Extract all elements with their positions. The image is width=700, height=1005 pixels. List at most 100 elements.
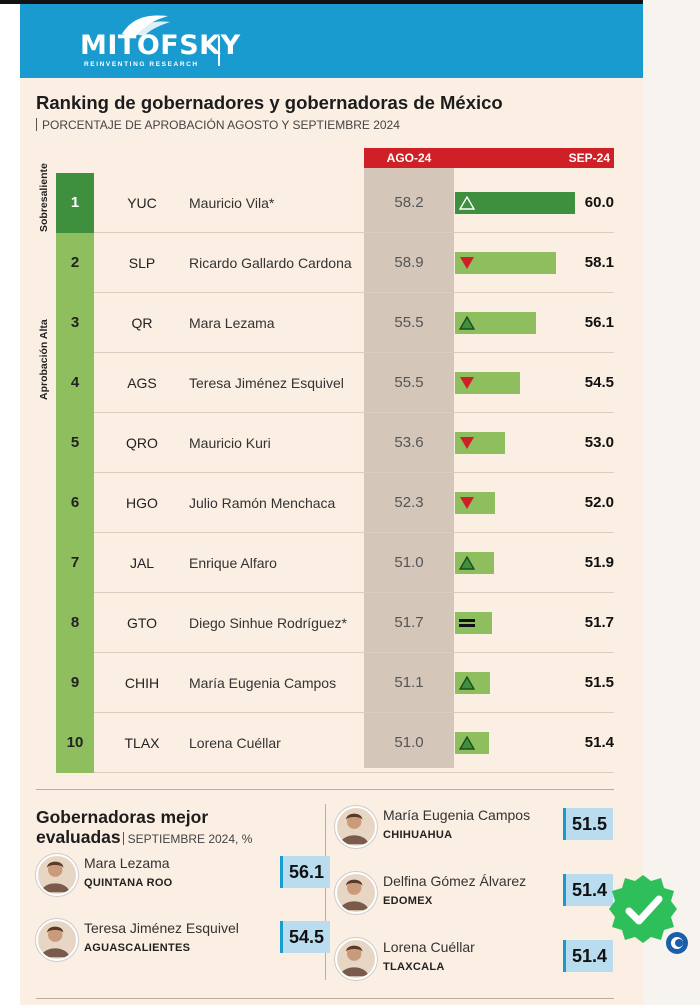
sep-value: 51.7	[584, 614, 614, 631]
ago-column-background	[364, 168, 454, 768]
table-row: 9 CHIH María Eugenia Campos 51.1 51.5	[20, 653, 643, 713]
row-divider	[94, 772, 614, 773]
trend-down-icon	[460, 437, 474, 449]
table-row: 6 HGO Julio Ramón Menchaca 52.3 52.0	[20, 473, 643, 533]
sep-value: 54.5	[584, 374, 614, 391]
ago-value: 51.1	[394, 674, 424, 691]
state-code: HGO	[126, 495, 158, 511]
row-divider	[94, 712, 614, 713]
table-row: 10 TLAX Lorena Cuéllar 51.0 51.4	[20, 713, 643, 773]
infographic-card: MITOFSKY REINVENTING RESEARCH Ranking de…	[20, 4, 643, 1005]
avatar-icon	[36, 854, 78, 896]
sep-value: 60.0	[584, 194, 614, 211]
approval-value: 51.5	[563, 808, 613, 840]
row-divider	[94, 352, 614, 353]
governor-state: CHIHUAHUA	[383, 829, 453, 841]
header-divider	[218, 36, 220, 66]
ago-value: 51.7	[394, 614, 424, 631]
trend-equal-icon	[459, 619, 475, 627]
chart-subtitle: PORCENTAJE DE APROBACIÓN AGOSTO Y SEPTIE…	[36, 118, 400, 132]
trend-down-icon	[460, 257, 474, 269]
governor-name: Enrique Alfaro	[189, 555, 277, 571]
governor-card: Lorena Cuéllar TLAXCALA 51.4	[335, 936, 617, 984]
trend-up-icon	[459, 736, 475, 750]
state-code: JAL	[129, 555, 155, 571]
governor-name: Mara Lezama	[84, 855, 170, 871]
ago-value: 52.3	[394, 494, 424, 511]
state-code: SLP	[128, 255, 156, 271]
sep-bar-container	[455, 732, 489, 754]
column-divider	[325, 804, 326, 980]
sep-bar-container	[455, 432, 505, 454]
brand-tagline: REINVENTING RESEARCH	[84, 61, 199, 68]
state-code: AGS	[127, 375, 157, 391]
trend-down-icon	[460, 377, 474, 389]
section-divider	[36, 789, 614, 790]
governor-name: Mauricio Vila*	[189, 195, 275, 211]
sep-value: 56.1	[584, 314, 614, 331]
avatar-icon	[335, 872, 377, 914]
governor-card: María Eugenia Campos CHIHUAHUA 51.5	[335, 804, 617, 852]
approval-value: 51.4	[563, 874, 613, 906]
rank-number: 8	[56, 593, 94, 653]
verified-check-icon	[609, 875, 688, 954]
governor-name: Mara Lezama	[189, 315, 275, 331]
row-divider	[94, 232, 614, 233]
governor-name: María Eugenia Campos	[383, 807, 531, 823]
approval-value: 56.1	[280, 856, 330, 888]
best-section-title: Gobernadoras mejor evaluadas SEPTIEMBRE 2…	[36, 807, 253, 847]
table-row: 5 QRO Mauricio Kuri 53.6 53.0	[20, 413, 643, 473]
row-divider	[94, 652, 614, 653]
state-code: QR	[131, 315, 153, 331]
governor-name: Ricardo Gallardo Cardona	[189, 255, 352, 271]
governor-name: Diego Sinhue Rodríguez*	[189, 615, 347, 631]
rank-number: 9	[56, 653, 94, 713]
governor-name: Teresa Jiménez Esquivel	[84, 920, 239, 936]
rank-number: 2	[56, 233, 94, 293]
sep-value: 52.0	[584, 494, 614, 511]
sep-bar	[455, 252, 556, 274]
sep-bar	[455, 312, 536, 334]
logo-mark-icon	[122, 15, 170, 36]
row-divider	[94, 412, 614, 413]
ago-value: 51.0	[394, 734, 424, 751]
state-code: GTO	[126, 615, 158, 631]
governor-card: Teresa Jiménez Esquivel AGUASCALIENTES 54.…	[36, 917, 334, 965]
chart-title: Ranking de gobernadores y gobernadoras d…	[36, 92, 503, 113]
governor-name: Lorena Cuéllar	[383, 939, 475, 955]
trend-up-icon	[459, 556, 475, 570]
rank-number: 1	[56, 173, 94, 233]
governor-name: Lorena Cuéllar	[189, 735, 281, 751]
table-row: 1 YUC Mauricio Vila* 58.2 60.0	[20, 173, 643, 233]
row-divider	[94, 292, 614, 293]
governor-state: EDOMEX	[383, 895, 433, 907]
table-row: 3 QR Mara Lezama 55.5 56.1	[20, 293, 643, 353]
table-row: 2 SLP Ricardo Gallardo Cardona 58.9 58.1	[20, 233, 643, 293]
sep-bar-container	[455, 312, 536, 334]
sep-bar	[455, 612, 492, 634]
governor-state: QUINTANA ROO	[84, 877, 173, 889]
rank-number: 6	[56, 473, 94, 533]
sep-bar-container	[455, 552, 494, 574]
state-code: YUC	[127, 195, 157, 211]
ago-value: 55.5	[394, 314, 424, 331]
state-code: QRO	[126, 435, 158, 451]
bottom-divider	[36, 998, 614, 999]
sep-bar-container	[455, 372, 520, 394]
approval-value: 51.4	[563, 940, 613, 972]
governor-name: Julio Ramón Menchaca	[189, 495, 336, 511]
sep-value: 51.5	[584, 674, 614, 691]
sep-bar-container	[455, 252, 556, 274]
ago-value: 53.6	[394, 434, 424, 451]
row-divider	[94, 472, 614, 473]
table-row: 4 AGS Teresa Jiménez Esquivel 55.5 54.5	[20, 353, 643, 413]
trend-up-icon	[459, 676, 475, 690]
ago-value: 58.9	[394, 254, 424, 271]
governor-name: María Eugenia Campos	[189, 675, 337, 691]
sep-bar	[455, 192, 575, 214]
avatar-icon	[335, 938, 377, 980]
state-code: TLAX	[124, 735, 160, 751]
table-row: 7 JAL Enrique Alfaro 51.0 51.9	[20, 533, 643, 593]
sep-bar-container	[455, 492, 495, 514]
brand-header: MITOFSKY REINVENTING RESEARCH	[20, 4, 643, 78]
